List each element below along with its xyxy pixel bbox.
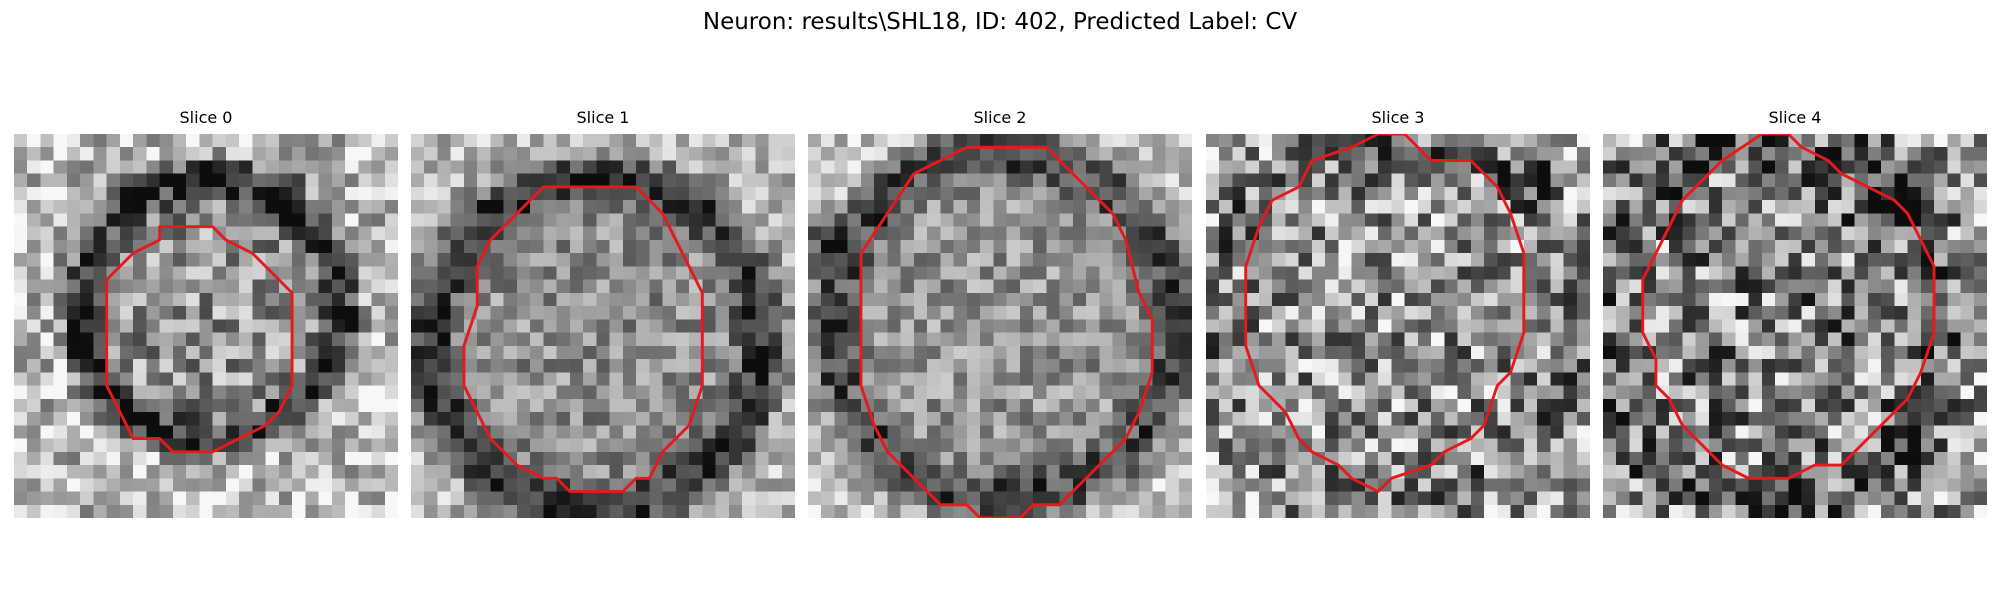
slice-image-2 <box>808 134 1192 518</box>
slice-title-2: Slice 2 <box>973 108 1027 127</box>
slice-panel-3: Slice 3 <box>1206 108 1590 518</box>
segmentation-contour-0 <box>105 225 294 454</box>
slice-title-4: Slice 4 <box>1768 108 1822 127</box>
slice-title-3: Slice 3 <box>1371 108 1425 127</box>
slice-panel-2: Slice 2 <box>808 108 1192 518</box>
segmentation-contour-2 <box>859 145 1154 518</box>
slice-title-0: Slice 0 <box>179 108 233 127</box>
pixel-grid-1 <box>411 134 795 518</box>
pixel-grid-2 <box>808 134 1192 518</box>
slice-title-1: Slice 1 <box>576 108 630 127</box>
slice-panel-0: Slice 0 <box>14 108 398 518</box>
pixel-grid-0 <box>14 134 398 518</box>
figure-title: Neuron: results\SHL18, ID: 402, Predicte… <box>702 9 1298 35</box>
pixel-grid-3 <box>1206 134 1590 518</box>
slice-image-0 <box>14 134 398 518</box>
slice-image-1 <box>411 134 795 518</box>
slice-image-3 <box>1206 134 1590 518</box>
slice-image-4 <box>1603 134 1987 518</box>
segmentation-contour-1 <box>462 185 704 493</box>
slice-panel-4: Slice 4 <box>1603 108 1987 518</box>
segmentation-contour-4 <box>1641 134 1936 480</box>
slice-panel-1: Slice 1 <box>411 108 795 518</box>
pixel-grid-4 <box>1603 134 1987 518</box>
segmentation-contour-3 <box>1244 134 1526 493</box>
